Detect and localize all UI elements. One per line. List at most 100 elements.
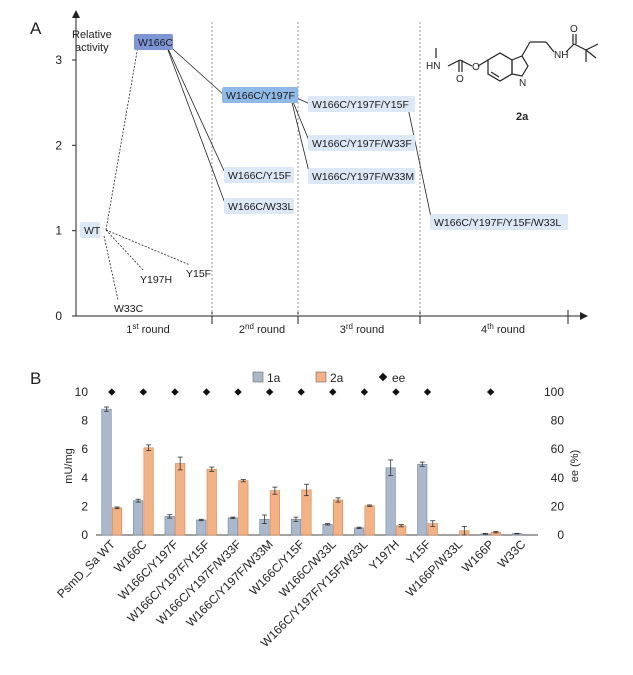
ether-bond bbox=[477, 59, 489, 67]
bar-1a-w166c-y197f bbox=[164, 516, 175, 536]
bar-group-w166c bbox=[133, 388, 154, 536]
ethyl-bond-1 bbox=[521, 41, 531, 57]
legend-item-1a: 1a bbox=[252, 371, 281, 385]
variant-box-w166c-y197f-y15f-w33l bbox=[430, 214, 569, 230]
panel-a-variants: WT W166C Y197H Y15F W33C W166C/Y197F W166C/Y15… bbox=[80, 34, 569, 315]
b-ytick-label-10: 10 bbox=[75, 385, 89, 399]
legend-item-2a: 2a bbox=[315, 371, 344, 385]
b-y2tick-label-100: 100 bbox=[544, 385, 564, 399]
variant-label-w166c-y197f-w33m: W166C/Y197F/W33M bbox=[312, 171, 414, 183]
tbutyl-methyl-1 bbox=[585, 43, 599, 51]
ee-point-w166c-y197f-y15f bbox=[202, 388, 211, 396]
bar-group-w166p bbox=[480, 388, 501, 536]
bar-group-w166c-y197f-y15f-w33l bbox=[354, 388, 375, 536]
variant-label-y197h: Y197H bbox=[140, 274, 172, 286]
variant-w166c-y197f-y15f: W166C/Y197F/Y15F bbox=[308, 96, 416, 112]
b-y2tick-label-60: 60 bbox=[551, 442, 565, 456]
variant-box-wt bbox=[80, 222, 101, 238]
compound-2a-structure bbox=[435, 34, 599, 82]
ee-point-y15f bbox=[423, 388, 432, 396]
benzene-ring bbox=[487, 52, 513, 82]
variant-box-w166c-y197f-y15f bbox=[308, 96, 416, 112]
bar-2a-w166c-y197f-w33m bbox=[269, 490, 280, 536]
variant-label-w166c-w33l: W166C/W33L bbox=[228, 201, 294, 213]
a-y-arrow bbox=[72, 10, 80, 18]
a-ytick-label-1: 1 bbox=[55, 224, 62, 238]
variant-w33c: W33C bbox=[114, 303, 144, 315]
variant-w166c-w33l: W166C/W33L bbox=[224, 198, 294, 214]
bar-group-w166c-y197f bbox=[164, 388, 186, 536]
bar-1a-w166c-y197f-w33f bbox=[227, 517, 238, 536]
bar-group-w166c-y197f-w33m bbox=[259, 388, 280, 536]
edge-3 bbox=[103, 235, 119, 301]
bar-1a-w166c-w33l bbox=[322, 523, 333, 536]
round-label-3: 3rd round bbox=[340, 322, 384, 336]
round-label-2: 2nd round bbox=[239, 322, 285, 336]
b-y2tick-label-40: 40 bbox=[551, 471, 565, 485]
legend-label-ee: ee bbox=[392, 371, 406, 385]
bar-1a-y15f bbox=[417, 463, 428, 536]
category-label-psmd-sa-wt: PsmD_Sa WT bbox=[54, 537, 118, 601]
variant-box-w166c-w33l bbox=[224, 198, 294, 214]
bar-2a-w166c-y197f bbox=[175, 463, 186, 536]
panel-a-edges bbox=[103, 41, 433, 301]
b-y2tick-label-20: 20 bbox=[551, 499, 565, 513]
ee-point-w166c-w33l bbox=[329, 388, 337, 396]
ee-point-w166c-y15f bbox=[297, 388, 305, 396]
legend-label-2a: 2a bbox=[330, 371, 344, 385]
b-y2tick-label-80: 80 bbox=[551, 414, 565, 428]
round-label-1: 1st round bbox=[126, 322, 170, 336]
legend-item-ee: ee bbox=[378, 371, 406, 385]
bar-group-y197h bbox=[385, 388, 407, 536]
b-ytick-label-0: 0 bbox=[81, 528, 88, 542]
variant-label-y15f: Y15F bbox=[186, 268, 211, 280]
edge-6 bbox=[164, 41, 227, 207]
ee-point-w166c-y197f-w33f bbox=[234, 388, 242, 396]
variant-label-w166c-y197f-y15f-w33l: W166C/Y197F/Y15F/W33L bbox=[434, 217, 561, 229]
benzene-inner-bond bbox=[490, 71, 500, 78]
b-ytick-label-6: 6 bbox=[81, 442, 88, 456]
category-label-w33c: W33C bbox=[495, 537, 529, 571]
pyrrole-ring bbox=[511, 55, 529, 77]
variant-box-w166c-y197f-w33m bbox=[308, 168, 416, 184]
variant-y197h: Y197H bbox=[140, 274, 172, 286]
panel-b-ylabel: mU/mg bbox=[63, 448, 75, 483]
bar-group-w166c-y197f-y15f bbox=[196, 388, 217, 536]
compound-indole-n: N bbox=[519, 78, 526, 89]
legend-swatch-2a bbox=[315, 371, 327, 383]
variant-box-w166c bbox=[134, 34, 173, 50]
b-ytick-label-8: 8 bbox=[81, 414, 88, 428]
variant-label-w166c-y197f-w33f: W166C/Y197F/W33F bbox=[312, 138, 412, 150]
bar-1a-y197h bbox=[385, 467, 396, 536]
variant-y15f: Y15F bbox=[186, 268, 211, 280]
tbutyl-bond bbox=[573, 43, 587, 51]
category-label-y197h: Y197H bbox=[366, 537, 402, 573]
variant-label-wt: WT bbox=[84, 225, 101, 237]
bar-group-w33c bbox=[511, 532, 523, 536]
edge-9 bbox=[289, 94, 311, 177]
variant-label-w33c: W33C bbox=[114, 303, 144, 315]
variant-label-w166c-y197f: W166C/Y197F bbox=[226, 90, 295, 102]
bar-group-y15f bbox=[417, 388, 438, 536]
amide-oxygen-atom: O bbox=[570, 24, 578, 35]
carbamate-bond-1 bbox=[447, 59, 461, 67]
ethyl-bond-3 bbox=[545, 41, 555, 53]
a-x-arrow bbox=[580, 312, 588, 320]
edge-1 bbox=[105, 229, 145, 272]
a-ytick-label-2: 2 bbox=[55, 138, 62, 152]
panel-a-axes: 0 1 2 3 bbox=[55, 10, 588, 324]
edge-2 bbox=[105, 229, 191, 266]
bar-2a-w166c-w33l bbox=[332, 499, 344, 536]
compound-nh-right: NH bbox=[554, 50, 568, 61]
edge-4 bbox=[164, 41, 225, 96]
variant-label-w166c-y197f-y15f: W166C/Y197F/Y15F bbox=[312, 99, 409, 111]
ee-point-w166c-y197f bbox=[171, 388, 179, 396]
panel-b-letter: B bbox=[30, 369, 41, 388]
variant-w166c: W166C bbox=[134, 34, 173, 50]
bar-2a-w166c-y197f-y15f-w33l bbox=[364, 505, 375, 536]
legend-marker-ee bbox=[378, 372, 388, 382]
ether-oxygen-atom: O bbox=[472, 62, 480, 73]
ee-point-w166c-y197f-w33m bbox=[265, 388, 274, 396]
legend-label-1a: 1a bbox=[267, 371, 281, 385]
round-label-4: 4th round bbox=[481, 322, 525, 336]
